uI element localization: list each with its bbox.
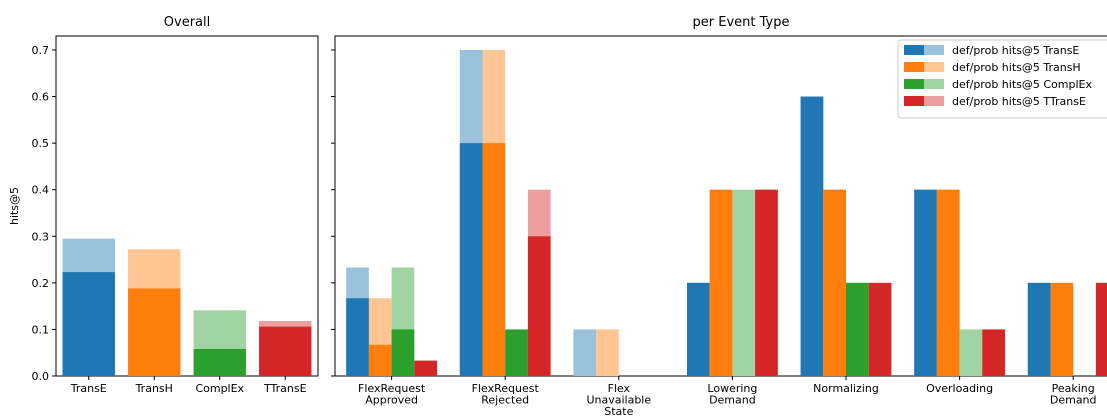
y-axis-label: hits@5 (8, 187, 21, 225)
bar-overall-transe-def (62, 272, 115, 376)
x-tick-label: FlexRequest (358, 382, 426, 395)
bar-3-cat-1-def (527, 236, 551, 376)
bar-2-cat-5-prob (959, 329, 983, 376)
legend-swatch-def (904, 79, 924, 89)
legend-label: def/prob hits@5 TransH (952, 61, 1081, 74)
bar-1-cat-1-def (482, 143, 506, 376)
bar-1-cat-0-def (368, 344, 392, 376)
bar-3-cat-3-def (755, 189, 778, 376)
y-tick-label: 0.5 (32, 137, 50, 150)
x-tick-label: State (604, 405, 633, 418)
legend-swatch-prob (924, 62, 944, 72)
x-tick-label: Flex (608, 382, 631, 395)
bar-overall-transh-def (128, 288, 181, 376)
x-tick-label: Overloading (926, 382, 993, 395)
bar-0-cat-1-def (459, 143, 483, 376)
x-tick-label: Demand (1050, 394, 1097, 407)
x-tick-label: TTransE (263, 382, 307, 395)
bar-0-cat-6-def (1027, 282, 1051, 376)
legend-label: def/prob hits@5 ComplEx (952, 78, 1092, 91)
y-tick-label: 0.4 (32, 184, 50, 197)
legend-swatch-prob (924, 45, 944, 55)
y-tick-label: 0.6 (32, 91, 50, 104)
legend-swatch-def (904, 62, 924, 72)
bar-overall-complex-def (193, 348, 246, 376)
overall-plot-frame (55, 35, 319, 377)
legend-label: def/prob hits@5 TransE (952, 44, 1079, 57)
x-tick-label: Peaking (1052, 382, 1095, 395)
x-tick-label: ComplEx (195, 382, 244, 395)
bar-0-cat-0-def (346, 298, 369, 376)
x-tick-label: TransH (135, 382, 173, 395)
bar-2-cat-4-def (846, 282, 869, 376)
y-tick-label: 0.1 (32, 323, 50, 336)
x-tick-label: Approved (365, 394, 418, 407)
y-tick-label: 0.0 (32, 370, 50, 383)
x-tick-label: Rejected (481, 394, 529, 407)
bar-1-cat-3-def (709, 189, 733, 376)
bar-3-cat-0-def (414, 360, 437, 376)
legend-swatch-def (904, 45, 924, 55)
bar-2-cat-1-def (505, 329, 528, 376)
legend-swatch-prob (924, 79, 944, 89)
bar-0-cat-5-def (914, 189, 937, 376)
bar-3-cat-6-def (1095, 282, 1107, 376)
bar-1-cat-5-def (936, 189, 960, 376)
y-tick-label: 0.2 (32, 277, 50, 290)
x-tick-label: Normalizing (813, 382, 879, 395)
per-event-title: per Event Type (693, 15, 790, 30)
bar-3-cat-5-def (982, 329, 1005, 376)
bar-0-cat-2-prob (573, 329, 597, 376)
bar-1-cat-2-prob (596, 329, 619, 376)
x-tick-label: Lowering (707, 382, 757, 395)
x-tick-label: TransE (70, 382, 107, 395)
bar-0-cat-3-def (687, 282, 710, 376)
bar-overall-ttranse-def (259, 326, 312, 376)
x-tick-label: FlexRequest (472, 382, 540, 395)
legend-box (897, 39, 1107, 119)
bar-1-cat-4-def (823, 189, 846, 376)
legend-label: def/prob hits@5 TTransE (952, 95, 1086, 108)
legend-swatch-prob (924, 96, 944, 106)
bar-3-cat-4-def (868, 282, 892, 376)
bar-1-cat-6-def (1050, 282, 1074, 376)
x-tick-label: Unavailable (586, 394, 651, 407)
x-tick-label: Demand (709, 394, 756, 407)
y-tick-label: 0.7 (32, 44, 50, 57)
bar-2-cat-3-prob (732, 189, 756, 376)
bar-0-cat-4-def (800, 96, 824, 376)
legend-swatch-def (904, 96, 924, 106)
overall-title: Overall (164, 15, 210, 30)
y-tick-label: 0.3 (32, 230, 50, 243)
bar-2-cat-0-def (391, 329, 415, 376)
